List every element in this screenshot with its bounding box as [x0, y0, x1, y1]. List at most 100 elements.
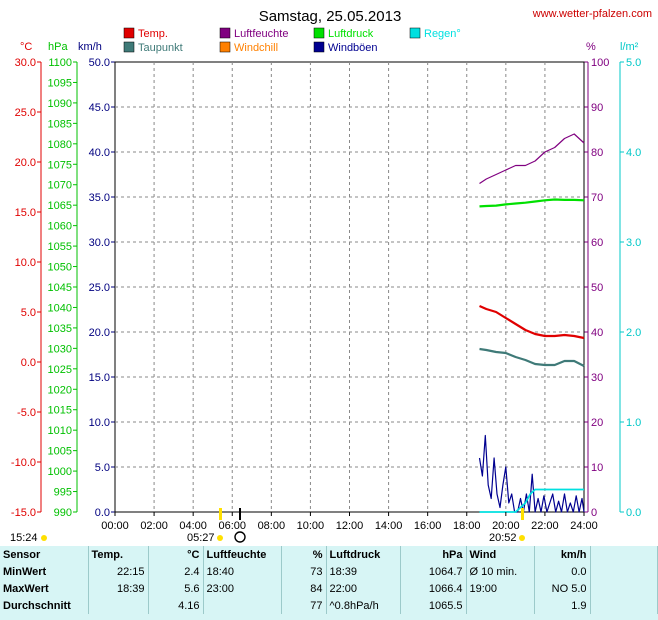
sunrise-label: 05:27 [187, 532, 215, 544]
x-tick-label: 16:00 [414, 520, 442, 532]
tick-label-rain: 5.0 [626, 57, 641, 69]
noon-marker [239, 508, 241, 520]
stats-cell-empty [590, 597, 658, 614]
tick-label-humidity: 10 [591, 462, 603, 474]
tick-label-wind: 40.0 [89, 147, 110, 159]
tick-label-pressure: 1070 [48, 180, 72, 192]
tick-label-wind: 15.0 [89, 372, 110, 384]
axis-label-temp: °C [20, 41, 32, 53]
stats-cell: ^0.8hPa/h [326, 597, 401, 614]
tick-label-rain: 3.0 [626, 237, 641, 249]
series-layer [478, 133, 585, 513]
legend-label-rain: Regen° [424, 28, 461, 40]
tick-label-wind: 45.0 [89, 102, 110, 114]
tick-label-wind: 10.0 [89, 417, 110, 429]
tick-label-pressure: 1065 [48, 200, 72, 212]
tick-label-temp: 30.0 [15, 57, 36, 69]
stats-header-row: Sensor Temp. °C Luftfeuchte % Luftdruck … [0, 546, 658, 563]
stats-cell: 1.9 [534, 597, 591, 614]
legend-swatch-windchill [219, 41, 231, 53]
x-tick-label: 12:00 [336, 520, 364, 532]
tick-label-temp: 0.0 [21, 357, 36, 369]
stats-header-pressure: Luftdruck [326, 546, 401, 563]
tick-label-pressure: 1045 [48, 282, 72, 294]
tick-label-pressure: 1030 [48, 343, 72, 355]
tick-label-pressure: 1035 [48, 323, 72, 335]
tick-label-wind: 0.0 [95, 507, 110, 519]
stats-cell: 4.16 [148, 597, 204, 614]
series-line-dewpoint [479, 347, 585, 367]
x-tick-label: 04:00 [179, 520, 207, 532]
stats-row-min: MinWert 22:15 2.4 18:40 73 18:39 1064.7 … [0, 563, 658, 580]
grid [115, 62, 584, 512]
tick-label-pressure: 1060 [48, 221, 72, 233]
tick-label-humidity: 90 [591, 102, 603, 114]
x-tick-label: 24:00 [570, 520, 598, 532]
x-axis: 00:00 02:00 04:00 06:00 08:00 10:00 12:00 14:00… [101, 512, 598, 532]
stats-cell: 19:00 [466, 580, 535, 597]
tick-label-pressure: 1050 [48, 262, 72, 274]
stats-cell: 23:00 [203, 580, 282, 597]
tick-label-pressure: 1010 [48, 425, 72, 437]
tick-label-temp: 5.0 [21, 307, 36, 319]
legend-swatch-rain [409, 27, 421, 39]
left-axes: 30.0 25.0 20.0 15.0 10.0 5.0 0.0 -5.0 -10.0 -15.0… [11, 57, 621, 519]
x-tick-label: 20:00 [492, 520, 520, 532]
x-tick-label: 02:00 [140, 520, 168, 532]
tick-label-wind: 25.0 [89, 282, 110, 294]
stats-cell: NO 5.0 [534, 580, 591, 597]
series-line-gusts [478, 434, 585, 513]
tick-label-pressure: 1075 [48, 159, 72, 171]
stats-cell: 84 [281, 580, 327, 597]
stats-cell: 2.4 [148, 563, 204, 580]
tick-label-pressure: 1025 [48, 364, 72, 376]
stats-cell: 22:00 [326, 580, 401, 597]
tick-label-pressure: 1080 [48, 139, 72, 151]
tick-label-temp: 10.0 [15, 257, 36, 269]
tick-label-pressure: 1095 [48, 77, 72, 89]
sun-icon-set [519, 535, 525, 541]
x-tick-label: 06:00 [218, 520, 246, 532]
tick-label-pressure: 1090 [48, 98, 72, 110]
legend-swatch-temp [123, 27, 135, 39]
tick-label-humidity: 30 [591, 372, 603, 384]
website-link[interactable]: www.wetter-pfalzen.com [532, 8, 652, 20]
tick-label-pressure: 1100 [48, 57, 72, 69]
stats-header-wind-unit: km/h [534, 546, 591, 563]
stats-cell: 5.6 [148, 580, 204, 597]
series-line-humidity [479, 133, 585, 185]
sun-icon-rise [217, 535, 223, 541]
tick-label-humidity: 80 [591, 147, 603, 159]
stats-row-avg: Durchschnitt 4.16 77 ^0.8hPa/h 1065.5 1.… [0, 597, 658, 614]
tick-label-temp: -15.0 [11, 507, 36, 519]
tick-label-wind: 30.0 [89, 237, 110, 249]
tick-label-pressure: 1055 [48, 241, 72, 253]
stats-cell: Durchschnitt [0, 597, 89, 614]
tick-label-humidity: 40 [591, 327, 603, 339]
stats-header-sensor: Sensor [0, 546, 89, 563]
tick-label-rain: 2.0 [626, 327, 641, 339]
tick-label-wind: 35.0 [89, 192, 110, 204]
legend-label-temp: Temp. [138, 28, 168, 40]
stats-header-pressure-unit: hPa [400, 546, 467, 563]
stats-cell: Ø 10 min. [466, 563, 535, 580]
x-tick-label: 14:00 [375, 520, 403, 532]
tick-label-pressure: 1005 [48, 446, 72, 458]
tick-label-temp: 25.0 [15, 107, 36, 119]
stats-cell: 18:40 [203, 563, 282, 580]
tick-label-pressure: 1015 [48, 405, 72, 417]
tick-label-wind: 20.0 [89, 327, 110, 339]
stats-header-humidity: Luftfeuchte [203, 546, 282, 563]
axis-label-pressure: hPa [48, 41, 68, 53]
stats-cell: 1065.5 [400, 597, 467, 614]
tick-label-rain: 0.0 [626, 507, 641, 519]
tick-label-wind: 5.0 [95, 462, 110, 474]
legend-swatch-dewpoint [123, 41, 135, 53]
weather-chart: Samstag, 25.05.2013 www.wetter-pfalzen.c… [10, 8, 652, 544]
series-line-rain [479, 488, 584, 513]
tick-label-temp: 20.0 [15, 157, 36, 169]
x-tick-label: 08:00 [258, 520, 286, 532]
stats-cell-empty [590, 563, 658, 580]
chart-title: Samstag, 25.05.2013 [259, 8, 402, 25]
stats-header-wind: Wind [466, 546, 535, 563]
